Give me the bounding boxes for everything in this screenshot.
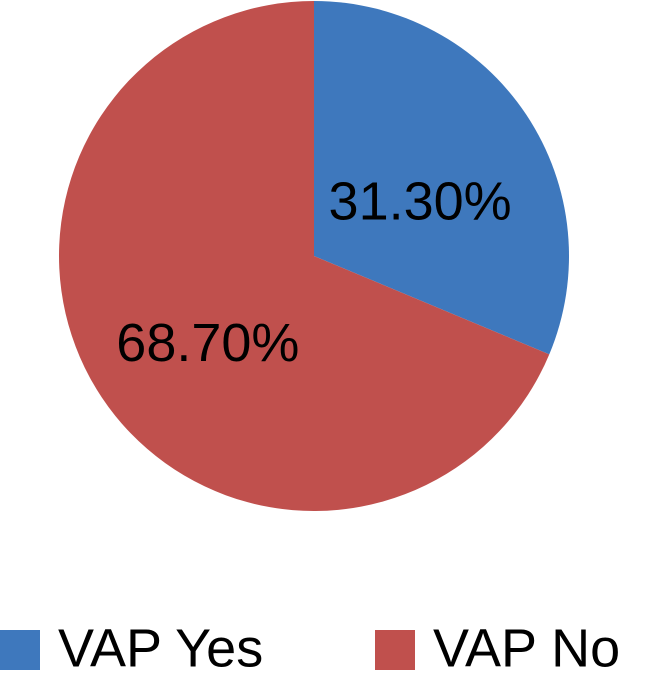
legend-label: VAP Yes [58, 618, 263, 675]
pie-slice [59, 1, 550, 511]
data-label: 68.70% [116, 313, 299, 373]
data-label: 31.30% [329, 172, 512, 232]
pie-slice [314, 1, 569, 355]
legend-swatch [375, 630, 415, 670]
legend-label: VAP No [433, 618, 620, 675]
legend-swatch [0, 630, 40, 670]
